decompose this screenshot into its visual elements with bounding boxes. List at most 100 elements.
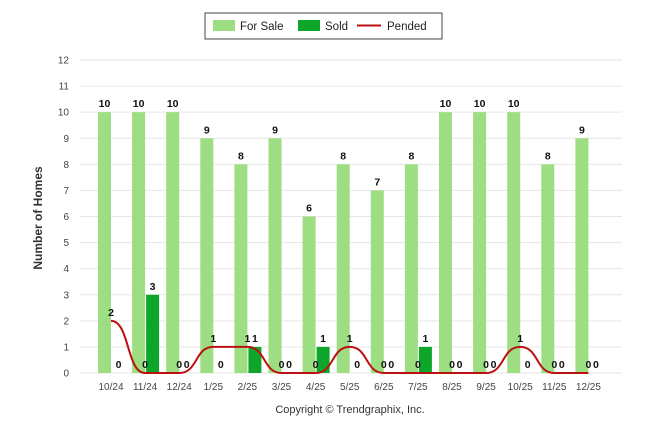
legend-swatch-for-sale [213,20,235,31]
data-label-pended: 1 [210,333,216,345]
gridlines [80,59,622,374]
data-label-for-sale: 9 [204,124,210,136]
x-tick-label: 3/25 [272,382,292,393]
bar-sold [248,346,262,373]
y-tick-label: 6 [63,212,69,223]
data-label-sold: 0 [116,359,122,371]
legend-swatch-sold [298,20,320,31]
legend-box [204,12,443,40]
data-label-pended: 0 [381,359,387,371]
data-label-for-sale: 10 [440,98,452,110]
y-tick-label: 10 [58,108,70,119]
data-label-for-sale: 8 [545,150,551,162]
data-label-pended: 1 [517,333,523,345]
y-tick-label: 2 [63,316,69,327]
data-label-pended: 0 [551,359,557,371]
x-tick-label: 6/25 [374,382,394,393]
bar-for-sale [404,164,418,373]
bar-for-sale [370,190,384,373]
data-label-pended: 0 [483,359,489,371]
data-label-pended: 0 [176,359,182,371]
data-label-for-sale: 6 [306,203,312,215]
data-label-pended: 0 [585,359,591,371]
data-label-for-sale: 7 [374,176,380,188]
pended-line [110,319,589,374]
data-label-sold: 1 [252,333,258,345]
data-label-for-sale: 10 [99,98,111,110]
bar-for-sale [575,138,589,373]
x-tick-label: 12/25 [576,382,601,393]
legend-label-sold: Sold [325,21,348,33]
bar-for-sale [507,112,521,374]
y-tick-label: 8 [63,160,69,171]
x-tick-label: 10/24 [98,382,123,393]
bar-for-sale [234,164,248,373]
data-label-sold: 0 [457,359,463,371]
y-tick-label: 11 [59,82,70,93]
data-label-sold: 0 [388,359,394,371]
bar-for-sale [302,216,316,373]
data-label-for-sale: 10 [474,98,486,110]
legend: For Sale Sold Pended [204,12,443,40]
data-label-pended: 0 [142,359,148,371]
copyright-footer: Copyright © Trendgraphix, Inc. [275,404,424,416]
bar-sold [418,346,432,373]
data-label-for-sale: 10 [133,98,145,110]
data-label-pended: 1 [347,333,353,345]
data-label-pended: 1 [244,333,250,345]
bar-for-sale [541,164,555,373]
data-label-for-sale: 9 [579,124,585,136]
x-tick-label: 10/25 [508,382,533,393]
y-tick-label: 3 [63,290,69,301]
bar-sold [146,294,160,373]
data-label-pended: 2 [108,307,114,319]
data-label-for-sale: 8 [408,150,414,162]
data-label-for-sale: 8 [238,150,244,162]
data-label-for-sale: 9 [272,124,278,136]
bar-for-sale [132,112,146,374]
data-label-sold: 0 [491,359,497,371]
data-label-pended: 0 [279,359,285,371]
data-label-sold: 3 [150,281,156,293]
data-label-for-sale: 8 [340,150,346,162]
data-labels: 1002103010009018119006108017008101000100… [99,98,599,371]
bar-for-sale [166,112,180,374]
x-tick-label: 2/25 [238,382,258,393]
bar-for-sale [268,138,282,373]
y-tick-label: 1 [63,342,69,353]
data-label-for-sale: 10 [167,98,179,110]
bar-for-sale [200,138,214,373]
y-tick-label: 4 [63,264,69,275]
x-tick-label: 4/25 [306,382,326,393]
y-axis-title: Number of Homes [31,166,45,270]
legend-label-pended: Pended [387,21,427,33]
data-label-pended: 0 [449,359,455,371]
x-tick-label: 5/25 [340,382,360,393]
y-tick-label: 0 [63,369,69,380]
bar-sold [316,346,330,373]
x-tick-label: 12/24 [167,382,192,393]
x-tick-label: 11/25 [542,382,567,393]
y-tick-label: 5 [63,238,69,249]
x-tick-label: 11/24 [133,382,158,393]
data-label-sold: 1 [422,333,428,345]
data-label-sold: 0 [593,359,599,371]
data-label-pended: 0 [415,359,421,371]
x-tick-label: 1/25 [204,382,224,393]
data-label-sold: 0 [559,359,565,371]
y-tick-label: 12 [58,56,70,67]
pended-series-line [110,319,589,374]
data-label-sold: 0 [286,359,292,371]
data-label-sold: 0 [525,359,531,371]
y-tick-label: 9 [63,134,69,145]
bar-for-sale [439,112,452,374]
x-axis-ticks: 10/24 11/24 12/24 1/25 2/25 3/25 4/25 5/25 6/25 7… [98,382,601,393]
bar-for-sale [98,112,111,374]
x-tick-label: 8/25 [442,382,462,393]
data-label-sold: 0 [218,359,224,371]
bar-for-sale [473,112,487,374]
data-label-for-sale: 10 [508,98,520,110]
data-label-sold: 0 [354,359,360,371]
